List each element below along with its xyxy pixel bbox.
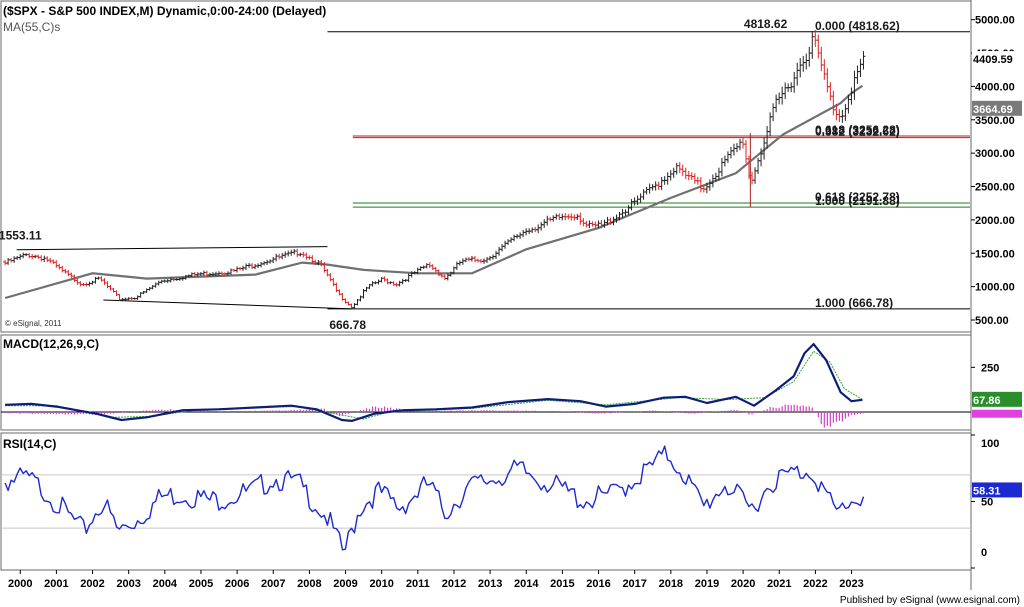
rsi-last-value: 58.31 — [973, 485, 1001, 497]
year-tick-label: 2018 — [659, 578, 683, 590]
chart-title: ($SPX - S&P 500 INDEX,M) Dynamic,0:00-24… — [3, 4, 326, 18]
macd-hist-value-box — [972, 409, 1022, 418]
fib-label-5: 1.000 (666.78) — [815, 296, 893, 310]
trendlines — [16, 246, 352, 310]
year-tick-label: 2005 — [189, 578, 213, 590]
macd-title: MACD(12,26,9,C) — [3, 337, 99, 351]
year-tick-label: 2015 — [550, 578, 574, 590]
year-tick-label: 2022 — [803, 578, 827, 590]
macd-pane — [1, 343, 971, 428]
year-tick-label: 2012 — [442, 578, 466, 590]
year-tick-label: 2007 — [261, 578, 285, 590]
price-tick-label: 1000.00 — [975, 282, 1015, 294]
fib-label-3: 0.618 (2252.78) — [815, 190, 900, 204]
macd-tick-label: 250 — [981, 362, 999, 374]
price-bars: 1553.11 666.78 4818.62 — [0, 17, 866, 332]
trendline-1 — [103, 299, 352, 310]
year-tick-label: 2017 — [622, 578, 646, 590]
price-last-value-box — [972, 51, 1022, 67]
year-tick-label: 2001 — [44, 578, 68, 590]
year-tick-label: 2010 — [369, 578, 393, 590]
esignal-watermark: © eSignal, 2011 — [5, 319, 62, 328]
year-tick-label: 2000 — [8, 578, 32, 590]
price-annotation-2: 4818.62 — [744, 17, 788, 31]
year-tick-label: 2021 — [767, 578, 791, 590]
price-last-value: 4409.59 — [973, 54, 1013, 66]
year-tick-label: 2014 — [514, 578, 539, 590]
value-markers: 4409.59 3664.69 67.86 58.31 — [972, 51, 1022, 498]
x-axis: 2000 2001 2002 2003 2004 2005 2006 2007 2008 2009… — [8, 570, 864, 590]
rsi-tick-label: 50 — [981, 497, 993, 509]
fibonacci-levels: 0.000 (4818.62) 0.382 (3232.62)0.618 (325… — [327, 19, 970, 310]
fib-label-1: 0.382 (3232.62) — [815, 125, 900, 139]
price-tick-label: 3500.00 — [975, 115, 1015, 127]
macd-line — [5, 343, 863, 422]
rsi-last-value-box — [972, 482, 1022, 498]
macd-last-value-box — [972, 391, 1022, 407]
ma-last-value-box — [972, 100, 1022, 116]
year-tick-label: 2020 — [731, 578, 755, 590]
price-tick-label: 2500.00 — [975, 182, 1015, 194]
macd-last-value: 67.86 — [973, 395, 1001, 407]
ma-label: MA(55,C)s — [3, 20, 60, 34]
rsi-line — [4, 445, 865, 551]
trendline-0 — [16, 246, 328, 251]
year-tick-label: 2002 — [80, 578, 104, 590]
year-tick-label: 2006 — [225, 578, 249, 590]
year-tick-label: 2003 — [116, 578, 140, 590]
price-tick-label: 2000.00 — [975, 215, 1015, 227]
price-tick-label: 500.00 — [975, 315, 1009, 327]
year-tick-label: 2019 — [695, 578, 719, 590]
year-tick-label: 2016 — [586, 578, 610, 590]
fib-label-2: 0.618 (3256.28) — [815, 123, 900, 137]
ma-55-line — [4, 84, 864, 300]
year-tick-label: 2009 — [333, 578, 357, 590]
rsi-tick-label: 100 — [981, 438, 999, 450]
year-tick-label: 2013 — [478, 578, 502, 590]
fib-label-4: 1.000 (2191.88) — [815, 194, 900, 208]
fib-label-0: 0.000 (4818.62) — [815, 19, 900, 33]
footer-publisher: Published by eSignal (www.esignal.com) — [840, 595, 1020, 606]
price-tick-label: 3000.00 — [975, 148, 1015, 160]
moving-average-55 — [4, 84, 864, 300]
year-tick-label: 2011 — [406, 578, 430, 590]
price-tick-label: 5000.00 — [975, 15, 1015, 27]
rsi-tick-label: 0 — [981, 547, 987, 559]
price-tick-label: 1500.00 — [975, 248, 1015, 260]
price-annotation-1: 666.78 — [329, 318, 366, 332]
price-annotation-0: 1553.11 — [0, 229, 42, 243]
year-tick-label: 2004 — [153, 578, 178, 590]
price-tick-label: 4000.00 — [975, 81, 1015, 93]
year-tick-label: 2008 — [297, 578, 321, 590]
rsi-pane — [4, 445, 865, 551]
rsi-title: RSI(14,C) — [3, 437, 56, 451]
year-tick-label: 2023 — [839, 578, 863, 590]
ma-last-value: 3664.69 — [973, 104, 1013, 116]
price-bar — [861, 51, 866, 70]
rsi-guide-lines — [1, 474, 971, 529]
